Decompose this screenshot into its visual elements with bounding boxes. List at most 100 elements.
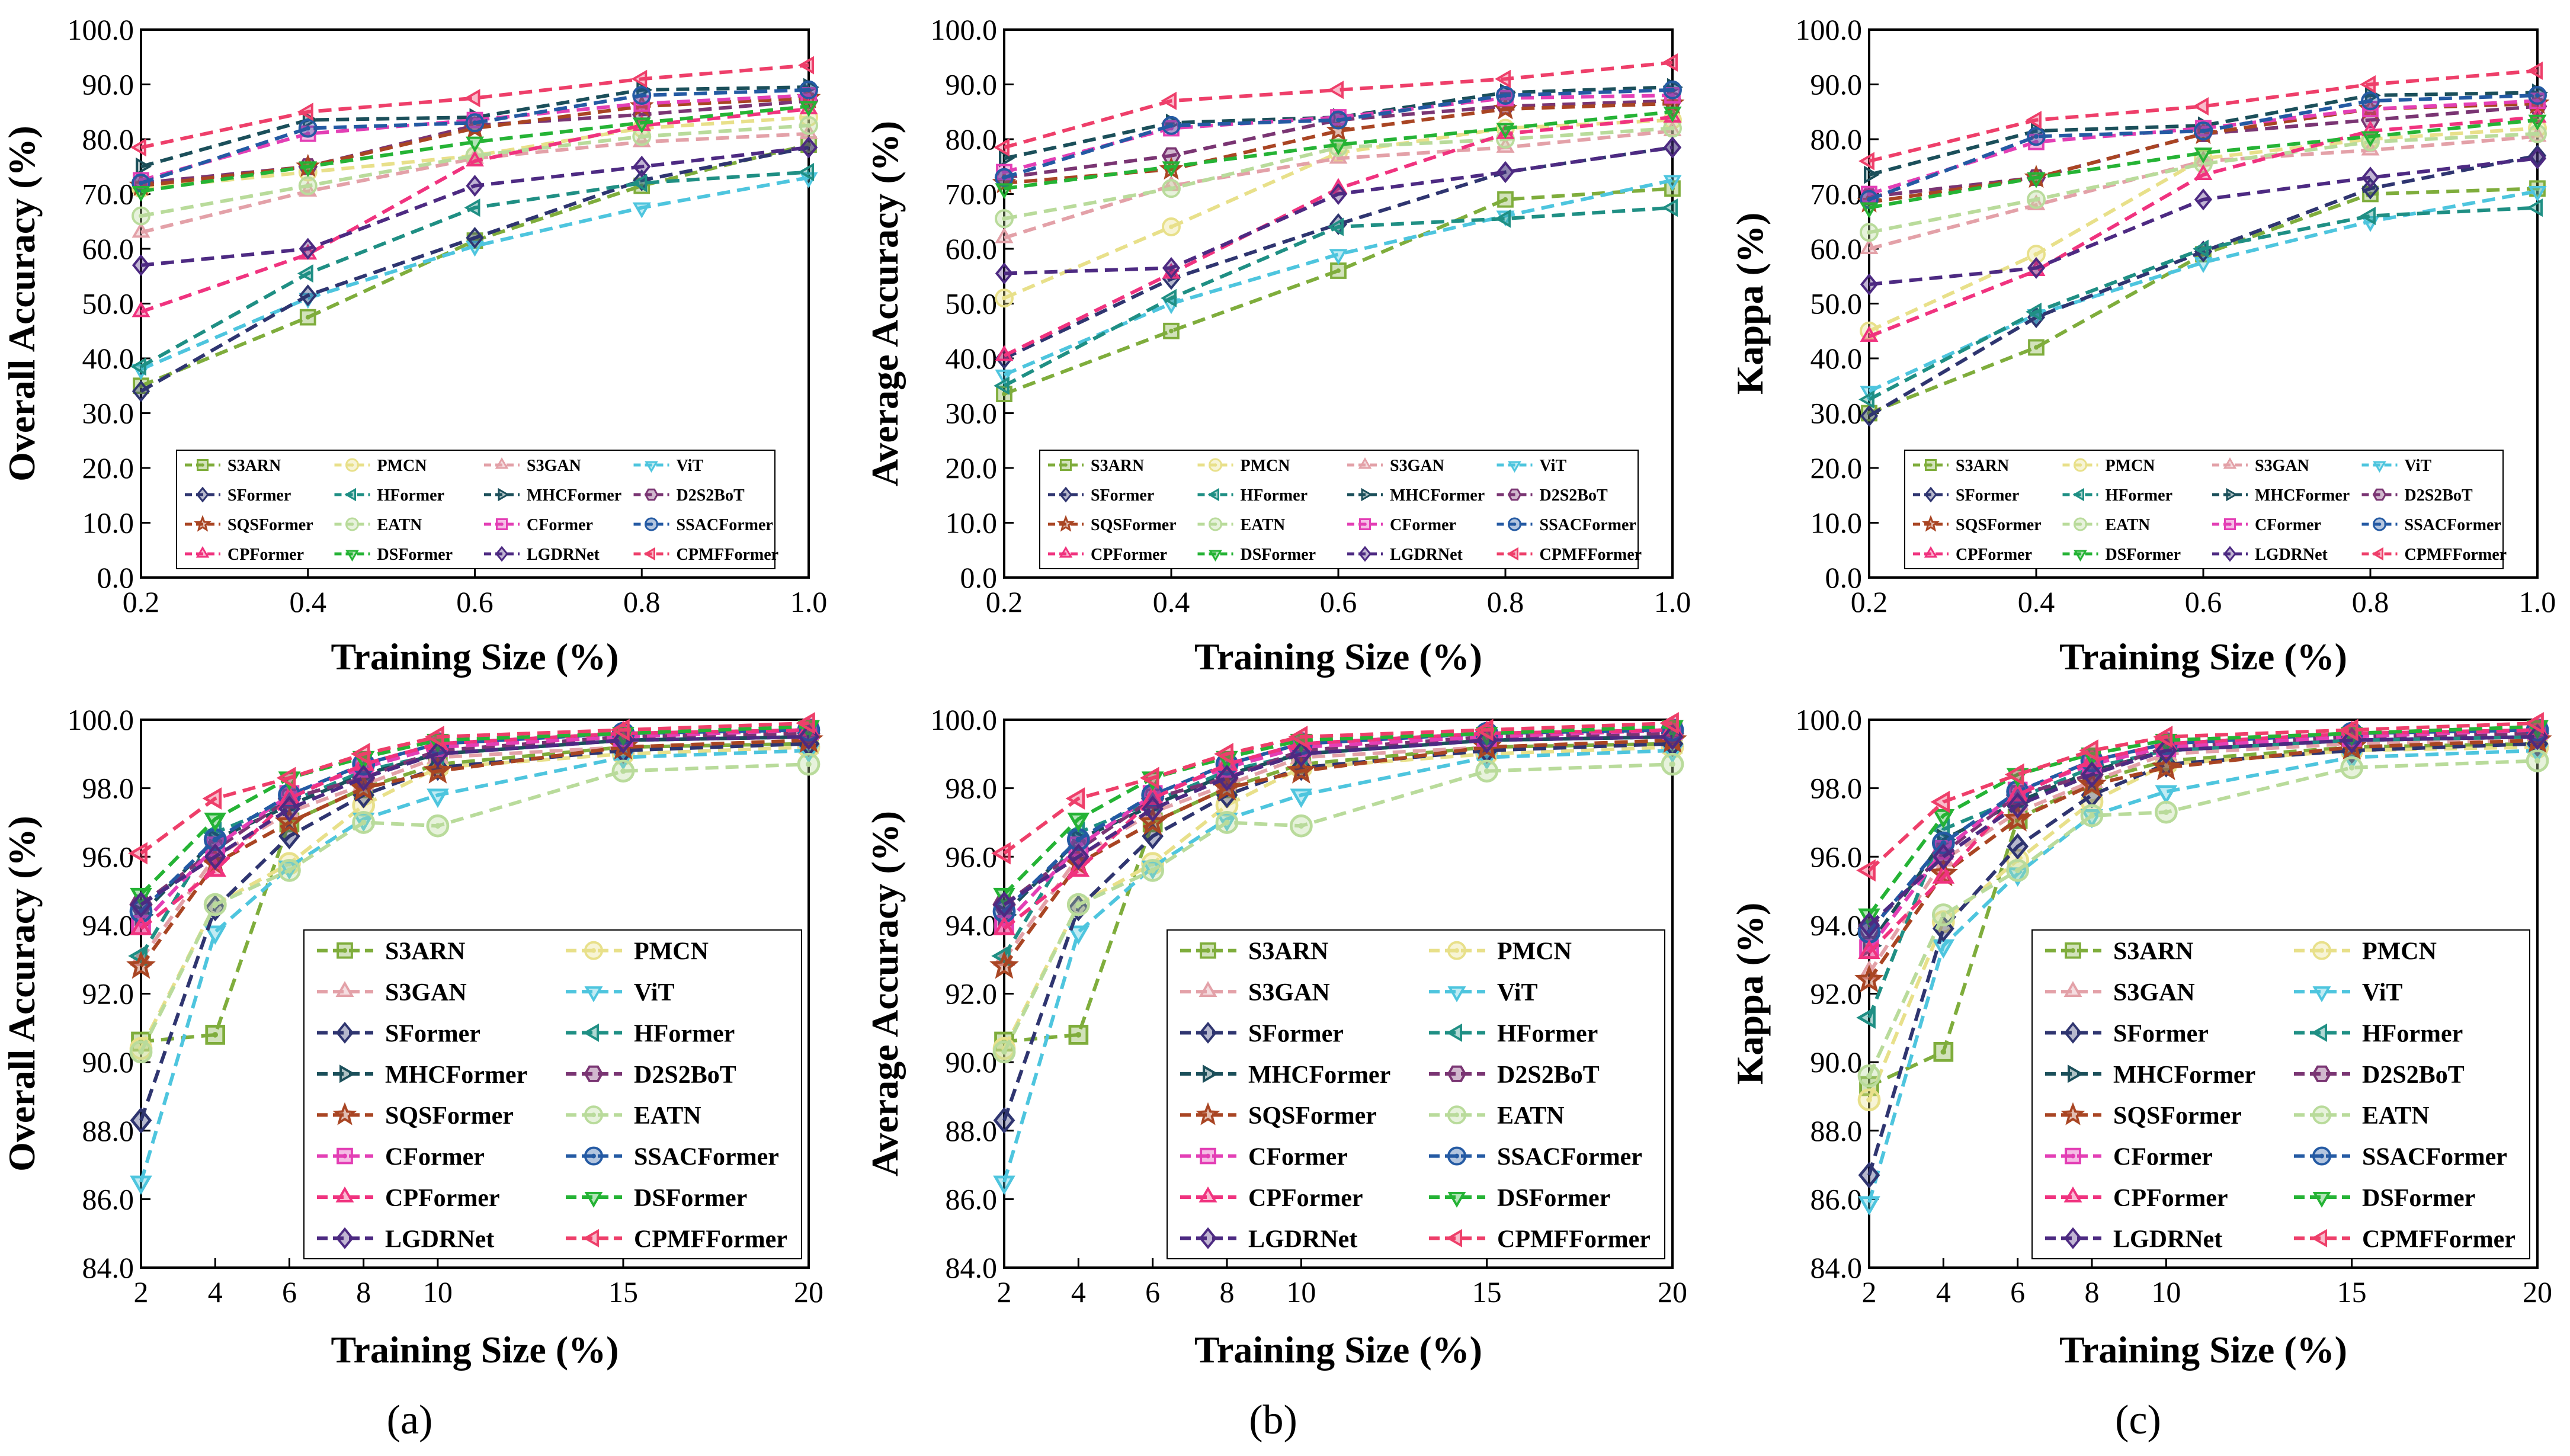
x-tick-label: 1.0 <box>790 585 828 618</box>
data-point-lgdrnet-shape <box>1216 764 1238 791</box>
series-line-hformer <box>1003 206 1673 387</box>
data-point-lgdrnet-shape <box>278 795 300 822</box>
series-line-vit <box>139 749 809 1183</box>
legend-marker-mhcformer <box>339 1064 355 1083</box>
legend-marker-d2s2bot <box>2312 1065 2332 1082</box>
legend-label-lgdrnet: LGDRNet <box>385 1226 494 1253</box>
data-point-sformer-shape <box>1858 1162 1880 1189</box>
data-point-lgdrnet <box>799 136 818 159</box>
legend-marker-pmcn-dot <box>1454 948 1459 953</box>
data-point-cpmfformer <box>610 719 630 742</box>
legend-marker-s3gan-shape <box>2223 457 2237 469</box>
data-point-lgdrnet-shape <box>633 155 651 178</box>
data-point-s3arn <box>299 309 316 326</box>
data-point-cpmfformer-shape <box>1214 742 1233 765</box>
x-axis-label: Training Size (%) <box>2059 1329 2347 1371</box>
data-point-dsformer <box>2194 147 2213 164</box>
legend-label-s3gan: S3GAN <box>385 979 467 1006</box>
legend-marker-mhcformer-shape <box>1203 1064 1219 1083</box>
x-tick-label: 0.4 <box>1153 585 1190 618</box>
legend: S3ARN PMCN S3GAN ViT SFormer HFormer MHCFormer… <box>2031 929 2530 1259</box>
data-point-eatn <box>132 206 150 226</box>
legend-label-dsformer: DSFormer <box>1241 546 1316 564</box>
series-dsformer <box>1858 720 2549 928</box>
data-point-sformer <box>2361 177 2380 200</box>
data-point-cpmfformer <box>1495 69 1511 88</box>
data-point-cpmfformer-shape <box>2527 61 2543 80</box>
data-point-sqsformer <box>2151 752 2181 781</box>
data-point-s3gan-shape <box>1860 238 1879 254</box>
y-tick-label: 20.0 <box>946 451 998 485</box>
data-point-s3gan <box>1860 238 1879 254</box>
data-point-mhcformer <box>999 149 1015 168</box>
data-point-lgdrnet <box>2081 761 2103 788</box>
data-point-pmcn-dot <box>1169 225 1174 229</box>
legend-marker-cformer <box>1200 1147 1216 1165</box>
legend-marker-ssacformer-dot <box>1454 1153 1459 1159</box>
legend-marker-cpmfformer <box>583 1229 599 1247</box>
data-point-eatn <box>995 209 1014 229</box>
legend-label-lgdrnet: LGDRNet <box>2255 546 2328 564</box>
legend-label-eatn: EATN <box>2106 516 2151 534</box>
series-line-mhcformer <box>140 85 809 169</box>
data-point-s3arn-dot <box>1503 197 1508 202</box>
data-point-vit-shape <box>993 1175 1015 1195</box>
y-tick-label: 100.0 <box>1796 703 1863 736</box>
x-tick-label: 0.6 <box>456 585 494 618</box>
data-point-lgdrnet <box>1932 843 1954 870</box>
data-point-s3arn <box>1163 322 1180 339</box>
data-point-eatn-dot <box>286 867 293 874</box>
data-point-lgdrnet-shape <box>130 891 152 918</box>
data-point-lgdrnet-shape <box>1162 256 1181 279</box>
legend-label-hformer: HFormer <box>377 486 445 505</box>
data-point-sqsformer <box>1286 755 1316 784</box>
data-point-lgdrnet-shape <box>1496 161 1515 183</box>
x-tick-label: 8 <box>2085 1275 2100 1309</box>
data-point-ssacformer-dot <box>139 181 143 185</box>
data-point-cpmfformer-shape <box>1161 91 1177 110</box>
legend-label-hformer: HFormer <box>2362 1020 2463 1047</box>
data-point-lgdrnet <box>132 254 150 277</box>
data-point-ssacformer <box>632 86 652 105</box>
data-point-lgdrnet-shape <box>427 740 449 768</box>
data-point-lgdrnet-shape <box>2361 166 2380 189</box>
data-point-s3arn <box>1497 191 1514 208</box>
data-point-lgdrnet <box>1162 256 1181 279</box>
legend-marker-s3arn-dot <box>2071 948 2075 953</box>
series-dsformer <box>1860 114 2547 219</box>
data-point-lgdrnet <box>993 891 1015 918</box>
y-tick-label: 94.0 <box>82 909 134 942</box>
legend-marker-pmcn <box>1447 941 1466 960</box>
data-point-lgdrnet-shape <box>1142 795 1164 822</box>
y-tick-label: 84.0 <box>1810 1251 1863 1284</box>
legend-marker-cpformer <box>2063 1186 2082 1202</box>
data-point-dsformer-shape <box>2027 172 2046 188</box>
y-tick-label: 10.0 <box>946 506 998 540</box>
y-tick-label: 86.0 <box>82 1182 134 1216</box>
legend-marker-dsformer <box>1447 1191 1466 1208</box>
legend-label-lgdrnet: LGDRNet <box>1248 1226 1357 1253</box>
data-point-ssacformer-dot <box>1336 117 1341 123</box>
legend-marker-s3arn-dot <box>1929 463 1933 467</box>
legend-marker-s3gan-shape <box>1358 457 1372 469</box>
y-tick-label: 100.0 <box>931 703 998 736</box>
legend: S3ARN PMCN S3GAN ViT SFormer HFormer MHCFormer… <box>176 450 778 569</box>
legend-marker-sqsformer-shape <box>332 1102 357 1125</box>
data-point-dsformer-shape <box>1067 812 1090 832</box>
legend-marker-d2s2bot <box>1507 488 1522 501</box>
legend-marker-vit-shape <box>2373 461 2386 473</box>
legend-marker-ssacformer-dot <box>649 522 653 526</box>
data-point-vit <box>427 788 449 808</box>
y-tick-label: 96.0 <box>946 840 998 873</box>
data-point-eatn <box>2027 190 2046 209</box>
y-tick-label: 94.0 <box>1810 909 1863 942</box>
legend-marker-cpmfformer-shape <box>583 1229 599 1247</box>
series-line-lgdrnet <box>1004 145 1673 275</box>
series-line-dsformer <box>1867 724 2538 916</box>
legend-label-ssacformer: SSACFormer <box>2405 516 2501 534</box>
data-point-s3arn <box>1330 262 1347 279</box>
data-point-hformer <box>2527 198 2543 217</box>
data-point-hformer <box>1328 217 1344 236</box>
data-point-hformer <box>2360 207 2376 225</box>
legend-label-eatn: EATN <box>377 516 422 534</box>
